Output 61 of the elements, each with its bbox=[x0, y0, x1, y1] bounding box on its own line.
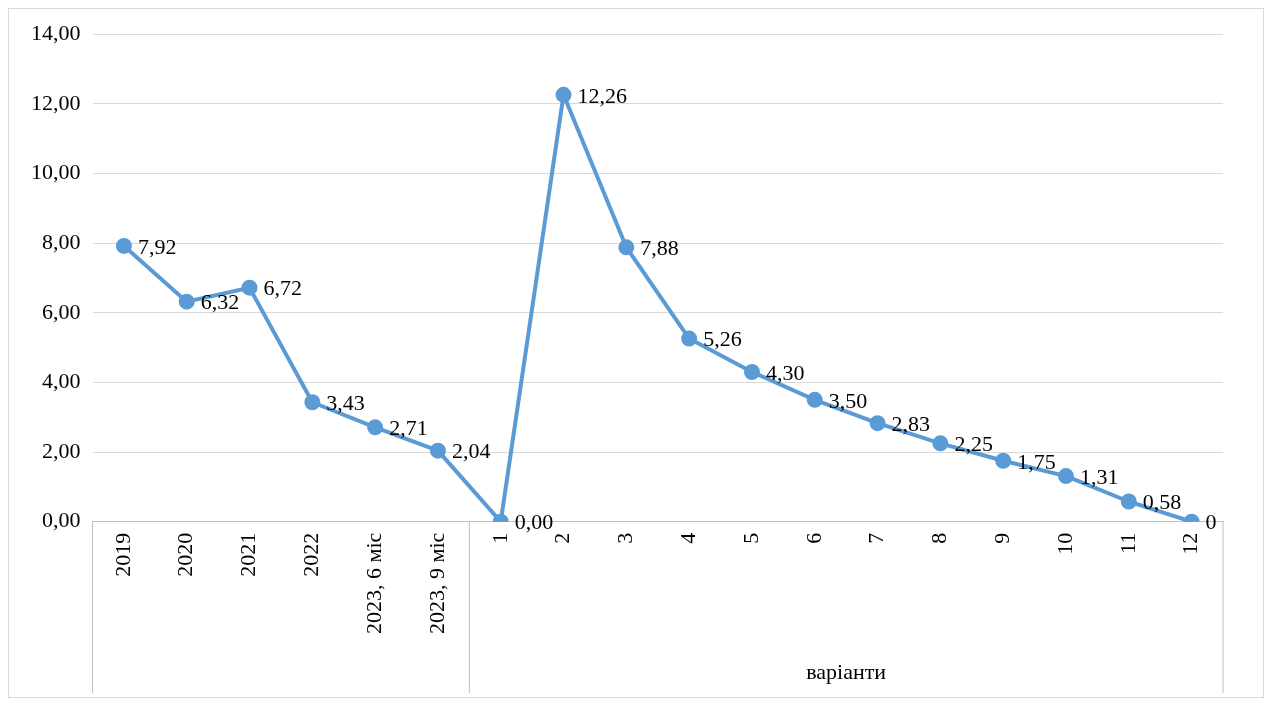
x-tick-label: 5 bbox=[737, 532, 763, 544]
point bbox=[178, 293, 195, 310]
point bbox=[869, 415, 886, 432]
point bbox=[1057, 468, 1074, 485]
data-label: 2,83 bbox=[891, 410, 931, 436]
data-label: 0 bbox=[1205, 509, 1217, 535]
data-label: 7,88 bbox=[640, 235, 679, 261]
x-tick-label: 2019 bbox=[109, 532, 135, 577]
point bbox=[555, 86, 572, 103]
x-tick-label: 11 bbox=[1114, 532, 1140, 554]
x-tick-label: 9 bbox=[988, 532, 1014, 544]
data-label: 7,92 bbox=[137, 233, 177, 259]
point bbox=[429, 442, 446, 459]
data-label: 1,75 bbox=[1017, 448, 1056, 474]
data-label: 12,26 bbox=[577, 82, 628, 108]
data-label: 2,71 bbox=[389, 415, 428, 441]
point bbox=[241, 279, 258, 296]
x-tick-label: 2022 bbox=[298, 532, 324, 577]
point bbox=[681, 330, 698, 347]
x-tick-label: 2021 bbox=[235, 532, 261, 577]
point bbox=[743, 363, 760, 380]
y-tick-label: 0,00 bbox=[42, 507, 81, 533]
x-tick-label: 7 bbox=[863, 532, 889, 544]
x-tick-label: 10 bbox=[1051, 532, 1077, 555]
x-tick-label: 2023, 9 міс bbox=[423, 532, 449, 635]
point bbox=[367, 419, 384, 436]
data-label: 5,26 bbox=[703, 326, 742, 352]
x-tick-label: 12 bbox=[1177, 532, 1203, 555]
data-label: 0,00 bbox=[514, 509, 554, 535]
x-tick-label: 2023, 6 міс bbox=[360, 532, 386, 635]
data-label: 6,72 bbox=[263, 275, 303, 301]
y-tick-label: 10,00 bbox=[31, 159, 81, 185]
x-tick-label: 6 bbox=[800, 532, 826, 544]
x-axis-title: варіанти bbox=[806, 658, 887, 684]
y-tick-label: 12,00 bbox=[31, 89, 81, 115]
x-tick-label: 4 bbox=[674, 532, 700, 544]
data-label: 6,32 bbox=[200, 289, 240, 315]
data-label: 2,04 bbox=[451, 438, 491, 464]
data-label: 3,50 bbox=[828, 387, 868, 413]
data-label: 4,30 bbox=[765, 359, 805, 385]
y-tick-label: 4,00 bbox=[42, 368, 81, 394]
data-label: 3,43 bbox=[326, 390, 365, 416]
y-tick-label: 2,00 bbox=[42, 437, 81, 463]
x-tick-label: 1 bbox=[486, 532, 512, 544]
data-label: 0,58 bbox=[1142, 489, 1182, 515]
x-tick-label: 3 bbox=[612, 532, 638, 544]
point bbox=[304, 394, 321, 411]
x-tick-label: 2020 bbox=[172, 532, 198, 577]
x-tick-label: 8 bbox=[926, 532, 952, 544]
x-tick-label: 2 bbox=[549, 532, 575, 544]
y-tick-label: 8,00 bbox=[42, 228, 81, 254]
data-label: 1,31 bbox=[1079, 463, 1119, 489]
y-tick-label: 6,00 bbox=[42, 298, 81, 324]
y-tick-label: 14,00 bbox=[31, 19, 81, 45]
point bbox=[1120, 493, 1137, 510]
point bbox=[806, 391, 823, 408]
point bbox=[115, 237, 132, 254]
point bbox=[995, 452, 1012, 469]
point bbox=[618, 239, 635, 256]
data-label: 2,25 bbox=[954, 431, 993, 457]
point bbox=[932, 435, 949, 452]
